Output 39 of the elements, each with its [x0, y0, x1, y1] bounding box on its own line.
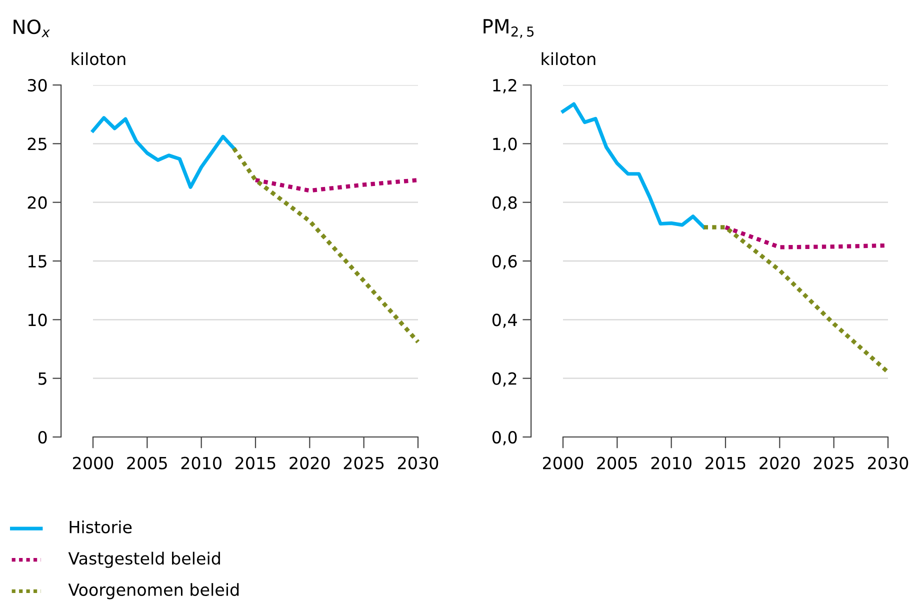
- x-tick-label: 2010: [181, 456, 222, 470]
- x-tick-label: 2030: [868, 456, 908, 470]
- line-series: [702, 225, 890, 374]
- x-tick-label: 2000: [73, 456, 114, 470]
- y-tick-label: 10: [28, 314, 47, 326]
- y-axis-title: kiloton: [72, 52, 126, 66]
- y-tick-label: 20: [28, 196, 47, 209]
- y-tick-label: 0: [38, 430, 47, 444]
- y-tick-label: 0,4: [492, 314, 517, 328]
- x-tick-label: 2020: [290, 456, 330, 470]
- x-tick-label: 2015: [706, 456, 746, 470]
- y-tick-label: 1,2: [493, 78, 516, 94]
- legend-label: Voorgenomen beleid: [68, 583, 239, 600]
- x-tick-label: 2005: [127, 456, 167, 470]
- legend-label: Vastgesteld beleid: [68, 552, 220, 568]
- chart-title: NO$_{x}$: [14, 19, 50, 38]
- x-tick-label: 2015: [236, 456, 276, 470]
- y-tick-label: 1,0: [493, 138, 517, 152]
- chart-title: PM$_{2,5}$: [484, 19, 534, 38]
- line-series: [232, 146, 420, 344]
- y-tick-label: 0,2: [492, 372, 516, 387]
- y-tick-label: 30: [28, 78, 47, 92]
- x-tick-label: 2025: [814, 456, 854, 470]
- y-tick-label: 25: [28, 138, 46, 150]
- line-series: [91, 116, 236, 189]
- line-series: [561, 102, 706, 230]
- y-axis-title: kiloton: [542, 52, 596, 66]
- x-tick-label: 2010: [651, 456, 692, 470]
- x-tick-label: 2025: [344, 456, 384, 470]
- y-tick-label: 15: [28, 255, 46, 268]
- x-tick-label: 2000: [543, 456, 584, 470]
- y-tick-label: 0,8: [492, 196, 517, 211]
- x-tick-label: 2005: [597, 456, 637, 470]
- x-tick-label: 2030: [398, 456, 438, 470]
- x-tick-label: 2020: [760, 456, 800, 470]
- y-tick-label: 0,0: [492, 430, 517, 446]
- y-tick-label: 0,6: [492, 254, 517, 270]
- y-tick-label: 5: [38, 372, 46, 385]
- legend-label: Historie: [70, 520, 132, 534]
